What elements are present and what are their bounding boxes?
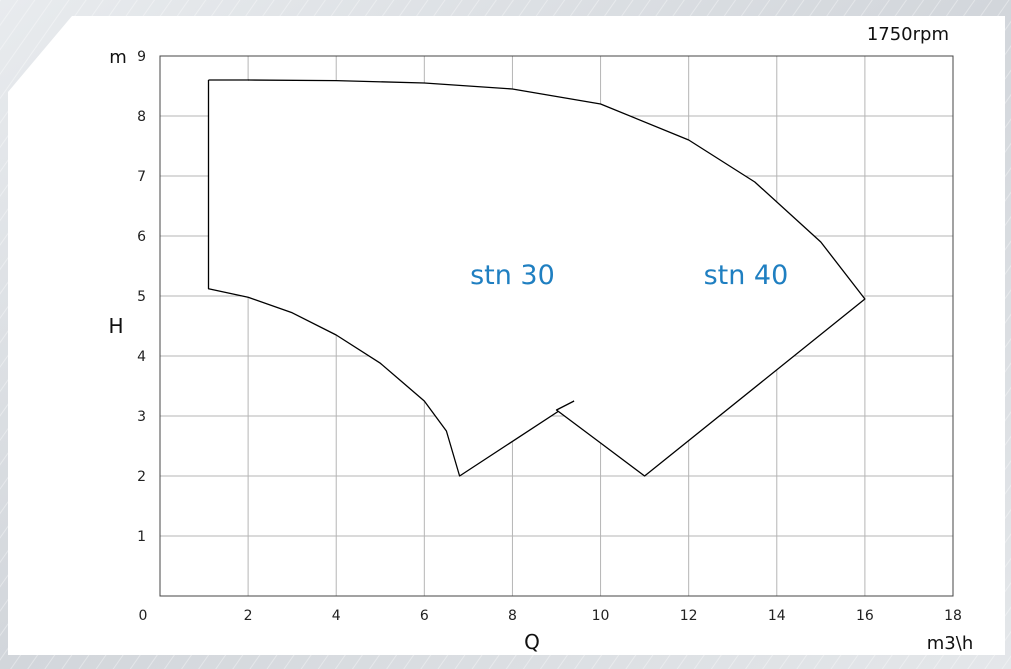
y-axis-label: H xyxy=(108,314,123,338)
x-tick-label: 14 xyxy=(768,608,786,624)
x-tick-label: 16 xyxy=(856,608,874,624)
x-tick-labels: 0 2 4 6 8 10 12 14 16 18 xyxy=(139,608,962,624)
y-tick-label: 5 xyxy=(137,289,146,305)
x-tick-label: 18 xyxy=(944,608,962,624)
speed-label: 1750rpm xyxy=(867,24,949,45)
y-tick-label: 2 xyxy=(137,469,146,485)
x-tick-label: 12 xyxy=(680,608,698,624)
x-tick-label: 2 xyxy=(244,608,253,624)
y-tick-label: 8 xyxy=(137,109,146,125)
x-unit-label: m3\h xyxy=(927,633,973,654)
region-stn-30-label: stn 30 xyxy=(470,260,555,291)
region-stn-40-boundary xyxy=(248,79,866,477)
region-stn-40-label: stn 40 xyxy=(704,260,789,291)
y-tick-label: 1 xyxy=(137,529,146,545)
y-tick-label: 9 xyxy=(137,49,146,65)
region-labels: stn 30 stn 40 xyxy=(470,260,788,291)
y-tick-label: 3 xyxy=(137,409,146,425)
plot-frame xyxy=(159,55,954,597)
x-tick-label: 10 xyxy=(592,608,610,624)
y-tick-label: 6 xyxy=(137,229,146,245)
y-unit-label: m xyxy=(109,47,127,68)
x-tick-label: 0 xyxy=(139,608,148,624)
y-tick-labels: 1 2 3 4 5 6 7 8 9 xyxy=(137,49,146,545)
x-tick-label: 6 xyxy=(420,608,429,624)
y-tick-label: 7 xyxy=(137,169,146,185)
x-tick-label: 4 xyxy=(332,608,341,624)
regions xyxy=(207,79,866,477)
x-tick-label: 8 xyxy=(508,608,517,624)
x-axis-label: Q xyxy=(524,630,540,654)
y-tick-label: 4 xyxy=(137,349,146,365)
